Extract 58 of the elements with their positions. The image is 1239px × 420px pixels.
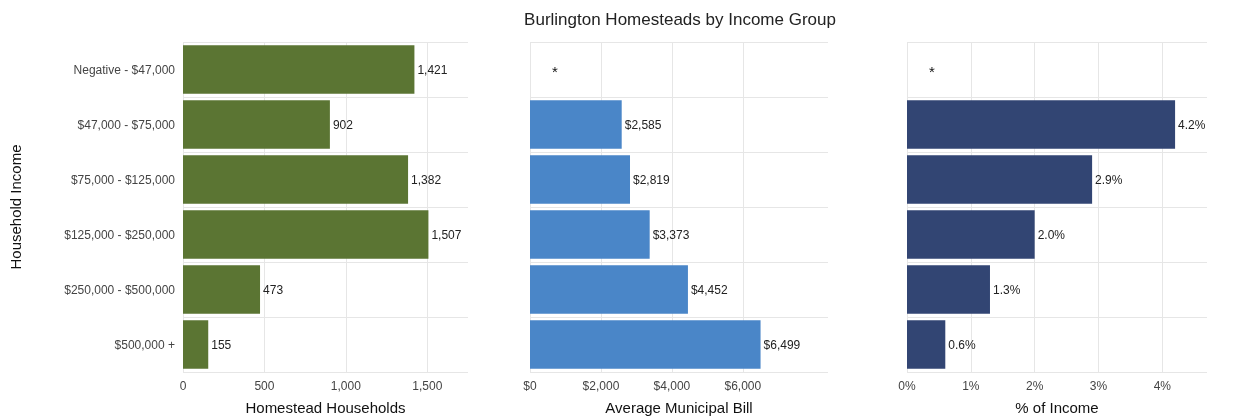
y-tick-label: $250,000 - $500,000 [64, 282, 176, 297]
bar [183, 100, 330, 149]
data-label: 1,421 [417, 62, 448, 77]
bar [530, 320, 761, 369]
bar [183, 320, 209, 369]
chart-title: Burlington Homesteads by Income Group [524, 10, 836, 29]
data-label: $2,819 [633, 172, 671, 187]
data-label: $6,499 [763, 337, 801, 352]
y-tick-label: $500,000 + [114, 337, 175, 352]
data-label: 2.9% [1095, 172, 1123, 187]
bar [183, 265, 261, 314]
bar [907, 320, 946, 369]
y-tick-label: $75,000 - $125,000 [70, 172, 176, 187]
data-label: $4,452 [690, 282, 728, 297]
bar [530, 155, 631, 204]
bar [530, 265, 688, 314]
x-axis-title: Homestead Households [245, 399, 406, 416]
bar [907, 210, 1035, 259]
y-tick-label: Negative - $47,000 [73, 62, 176, 77]
data-label: 4.2% [1178, 117, 1206, 132]
x-tick-label: 500 [254, 379, 275, 393]
data-label: $2,585 [624, 117, 662, 132]
x-tick-label: $6,000 [724, 379, 762, 393]
y-tick-label: $125,000 - $250,000 [64, 227, 176, 242]
x-tick-label: 2% [1025, 379, 1044, 393]
x-tick-label: $2,000 [582, 379, 620, 393]
data-label: 155 [211, 337, 232, 352]
x-tick-label: 1% [962, 379, 980, 393]
annotation: * [929, 63, 935, 80]
x-tick-label: 1,500 [412, 379, 443, 393]
x-axis-title: Average Municipal Bill [605, 399, 753, 416]
bar [907, 100, 1176, 149]
data-label: 0.6% [948, 337, 976, 352]
bar [907, 265, 990, 314]
bar [183, 155, 409, 204]
annotation: * [552, 63, 558, 80]
x-tick-label: 0 [179, 379, 187, 393]
x-tick-label: 3% [1089, 379, 1108, 393]
x-tick-label: 1,000 [330, 379, 362, 393]
x-tick-label: 4% [1153, 379, 1172, 393]
x-axis-title: % of Income [1015, 399, 1099, 416]
data-label: 1.3% [992, 282, 1021, 297]
data-label: 2.0% [1037, 227, 1066, 242]
y-tick-label: $47,000 - $75,000 [77, 117, 176, 132]
data-label: 902 [332, 117, 354, 132]
bar [530, 100, 622, 149]
bar [907, 155, 1093, 204]
data-label: 473 [263, 282, 284, 297]
data-label: $3,373 [652, 227, 690, 242]
x-tick-label: 0% [898, 379, 916, 393]
bar [530, 210, 650, 259]
y-axis-title: Household Income [7, 144, 24, 270]
x-tick-label: $0 [523, 379, 537, 393]
data-label: 1,382 [411, 172, 442, 187]
bar [183, 45, 415, 94]
x-tick-label: $4,000 [653, 379, 691, 393]
data-label: 1,507 [431, 227, 462, 242]
bar [183, 210, 429, 259]
